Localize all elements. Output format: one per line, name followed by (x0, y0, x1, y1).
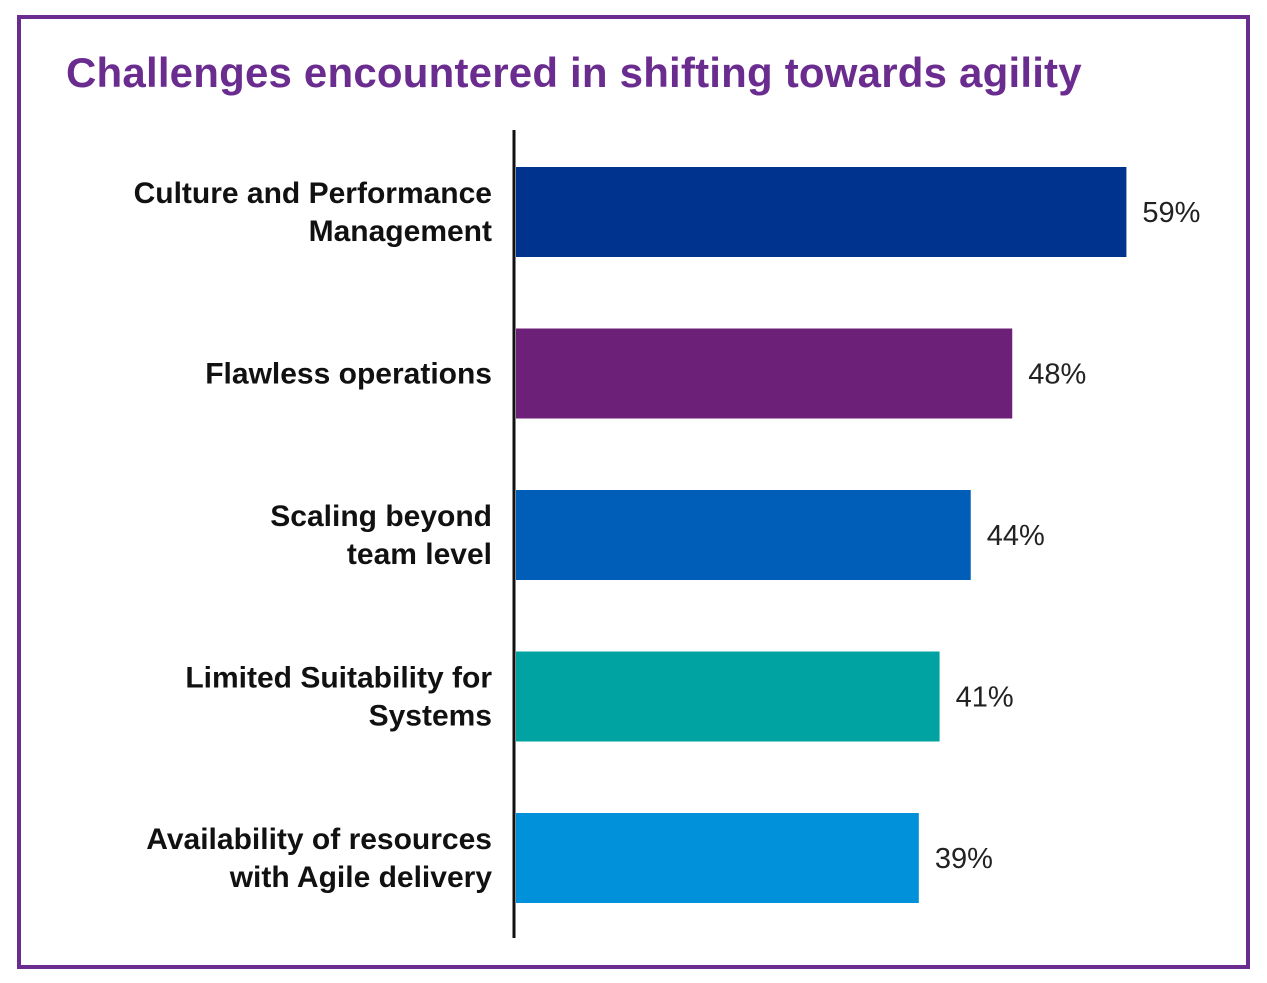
bar-3 (516, 490, 971, 580)
bar-5 (516, 813, 919, 903)
category-label-line: Scaling beyond (270, 500, 492, 533)
category-label-5: Availability of resources with Agile deli… (146, 823, 492, 894)
value-label-4: 41% (956, 682, 1014, 714)
category-label-line: with Agile delivery (229, 861, 493, 894)
category-label-line: Availability of resources (146, 823, 492, 856)
category-label-line: Systems (369, 700, 492, 733)
category-label-line: Limited Suitability for (185, 662, 492, 695)
category-label-4: Limited Suitability for Systems (185, 662, 492, 733)
value-label-3: 44% (987, 520, 1045, 552)
category-label-line: Management (309, 215, 492, 248)
category-label-1: Culture and Performance Management (134, 177, 492, 248)
bar-2 (516, 328, 1013, 419)
value-label-5: 39% (935, 843, 993, 875)
category-label-line: team level (347, 538, 492, 571)
category-label-3: Scaling beyond team level (270, 500, 492, 571)
bar-4 (516, 651, 940, 742)
value-label-2: 48% (1028, 359, 1086, 391)
category-label-2: Flawless operations (205, 358, 492, 391)
bar-1 (516, 167, 1127, 257)
value-label-1: 59% (1142, 197, 1200, 229)
chart-title: Challenges encountered in shifting towar… (66, 49, 1082, 96)
category-label-line: Flawless operations (205, 358, 492, 391)
category-label-line: Culture and Performance (134, 177, 492, 210)
